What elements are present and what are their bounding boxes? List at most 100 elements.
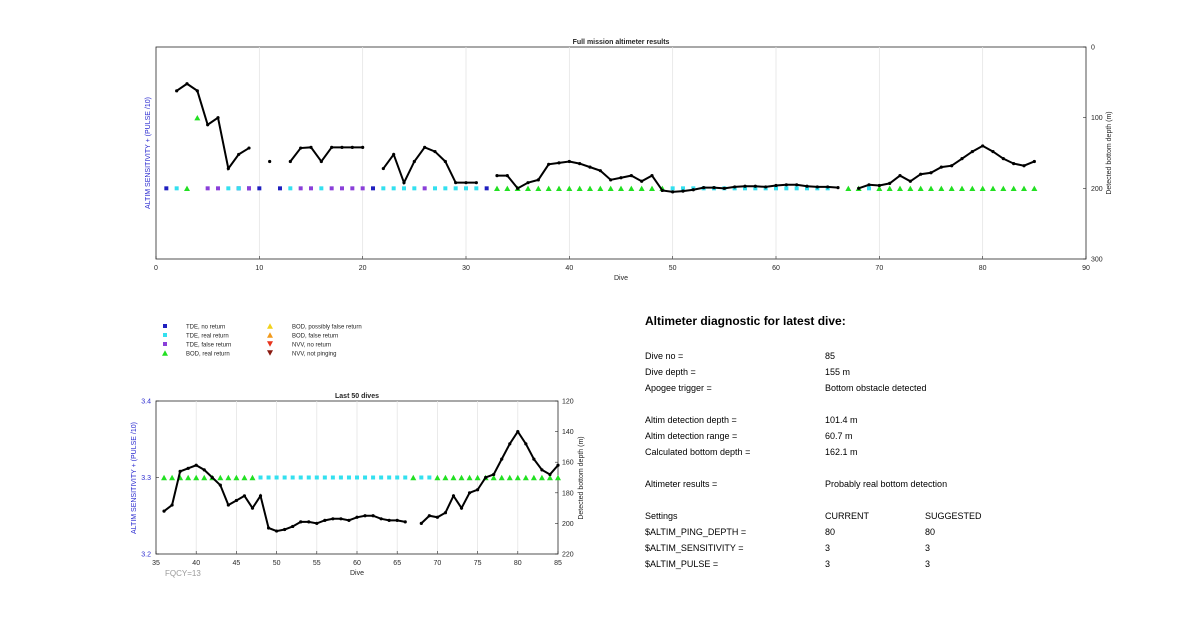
bod-real-return-marker bbox=[498, 474, 505, 481]
pulse-label: $ALTIM_PULSE = bbox=[645, 559, 719, 569]
tde-real-return-marker bbox=[402, 186, 406, 191]
top-depth-point bbox=[567, 159, 571, 164]
top-depth-point bbox=[268, 159, 272, 164]
results-value: Probably real bottom detection bbox=[825, 479, 948, 489]
bottom-markers bbox=[161, 474, 561, 481]
legend-label: NVV, not pinging bbox=[292, 352, 336, 358]
dive-no-value: 85 bbox=[825, 351, 836, 361]
top-depth-point bbox=[433, 149, 437, 154]
tde-false-return-marker bbox=[298, 186, 303, 191]
bod-real-return-marker bbox=[233, 474, 240, 481]
legend-label: BOD, false return bbox=[292, 334, 338, 340]
tde-real-return-marker bbox=[794, 186, 799, 191]
top-depth-point bbox=[950, 164, 954, 168]
bottom-y-left-tick-label: 3.4 bbox=[141, 399, 151, 406]
tde-real-return-marker bbox=[670, 186, 675, 191]
tde-false-return-marker bbox=[309, 186, 313, 191]
top-depth-point bbox=[681, 189, 685, 193]
det-depth-label: Altim detection depth = bbox=[645, 415, 737, 425]
top-x-ticks: 0 10 20 30 40 50 60 70 80 90 bbox=[154, 256, 1090, 272]
bod-real-return-marker bbox=[566, 185, 573, 192]
top-depth-point bbox=[629, 174, 633, 178]
top-depth-point bbox=[733, 185, 737, 189]
tde-real-return-marker bbox=[443, 186, 448, 191]
bottom-chart-title: Last 50 dives bbox=[335, 393, 379, 400]
bod-real-return-marker bbox=[638, 185, 645, 192]
top-depth-point bbox=[743, 184, 747, 188]
bod-real-return-marker bbox=[194, 114, 201, 121]
top-depth-point bbox=[392, 152, 396, 157]
bottom-depth-point bbox=[395, 518, 399, 522]
top-x-tick-label: 20 bbox=[359, 265, 367, 272]
tde-real-return-marker bbox=[805, 186, 809, 191]
bottom-depth-point bbox=[234, 498, 238, 503]
top-x-tick-label: 90 bbox=[1082, 265, 1090, 272]
bod-real-return-marker bbox=[1010, 185, 1017, 192]
tde-real-return-marker bbox=[391, 186, 396, 191]
bod-real-return-marker bbox=[576, 185, 583, 192]
bottom-depth-point bbox=[186, 466, 190, 470]
top-x-tick-label: 60 bbox=[772, 265, 780, 272]
bottom-depth-point bbox=[379, 517, 383, 521]
bottom-x-tick-label: 45 bbox=[233, 560, 241, 567]
top-depth-point bbox=[350, 145, 354, 149]
bottom-x-tick-label: 60 bbox=[353, 560, 361, 567]
bod-real-return-marker bbox=[241, 474, 248, 481]
results-label: Altimeter results = bbox=[645, 479, 718, 489]
dive-depth-value: 155 m bbox=[825, 367, 851, 377]
bod-real-return-marker bbox=[845, 185, 852, 192]
tde-real-return-marker bbox=[381, 186, 386, 191]
tde-false-return-marker bbox=[216, 186, 220, 191]
tde-real-return-marker bbox=[427, 475, 432, 480]
tde-real-return-marker bbox=[319, 186, 324, 191]
top-depth-point bbox=[557, 161, 561, 165]
bod-real-return-marker bbox=[494, 185, 500, 192]
dive-no-label: Dive no = bbox=[645, 351, 684, 361]
bod-real-return-marker bbox=[979, 185, 986, 192]
bod-real-return-marker bbox=[556, 185, 562, 192]
top-depth-point bbox=[970, 149, 974, 154]
bottom-depth-point bbox=[459, 506, 464, 510]
bottom-depth-point bbox=[435, 515, 439, 519]
bottom-depth-point bbox=[419, 521, 423, 526]
tde-real-return-marker bbox=[774, 186, 778, 191]
top-depth-point bbox=[867, 183, 871, 187]
bottom-depth-point bbox=[250, 506, 255, 510]
sensitivity-current: 3 bbox=[825, 543, 831, 553]
bod-real-return-marker bbox=[535, 185, 542, 192]
tde-real-return-marker bbox=[346, 475, 351, 480]
bottom-depth-point bbox=[299, 520, 303, 524]
bod-real-return-marker bbox=[1000, 185, 1007, 192]
bottom-depth-point bbox=[484, 475, 488, 480]
bod-real-return-marker bbox=[466, 474, 473, 481]
top-depth-point bbox=[1022, 164, 1026, 168]
bod-real-return-marker bbox=[545, 185, 552, 192]
bottom-depth-point bbox=[194, 463, 198, 467]
bottom-y-right-tick-label: 200 bbox=[562, 521, 574, 528]
bod-real-return-marker bbox=[607, 185, 614, 192]
top-depth-point bbox=[330, 145, 334, 149]
tde-real-return-marker bbox=[453, 186, 458, 191]
suggested-label: SUGGESTED bbox=[925, 511, 982, 521]
bod-real-return-marker bbox=[938, 185, 945, 192]
bottom-y-right-ticks: 120 140 160 180 200 220 bbox=[555, 399, 574, 559]
top-depth-point bbox=[588, 165, 592, 169]
bottom-y-left-label: ALTIM SENSITIVITY + (PULSE /10) bbox=[131, 422, 138, 534]
tde-no-return-marker bbox=[278, 186, 282, 191]
bottom-depth-point bbox=[339, 517, 343, 521]
bod-real-return-marker bbox=[161, 474, 168, 481]
top-depth-point bbox=[774, 183, 778, 188]
top-depth-point bbox=[526, 181, 530, 185]
top-x-tick-label: 0 bbox=[154, 265, 158, 272]
sensitivity-label: $ALTIM_SENSITIVITY = bbox=[645, 543, 744, 553]
tde-real-return-marker bbox=[412, 186, 417, 191]
bod-real-return-marker bbox=[587, 185, 593, 192]
bottom-depth-point bbox=[242, 494, 247, 498]
bod-real-return-marker bbox=[184, 185, 190, 192]
top-chart: 0 10 20 30 40 50 60 70 80 90 0 100 200 300 Full miss… bbox=[145, 39, 1113, 282]
bottom-x-tick-label: 80 bbox=[514, 560, 522, 567]
bottom-x-tick-label: 70 bbox=[434, 560, 442, 567]
top-depth-point bbox=[412, 159, 416, 164]
bod-real-return-marker bbox=[522, 474, 529, 481]
